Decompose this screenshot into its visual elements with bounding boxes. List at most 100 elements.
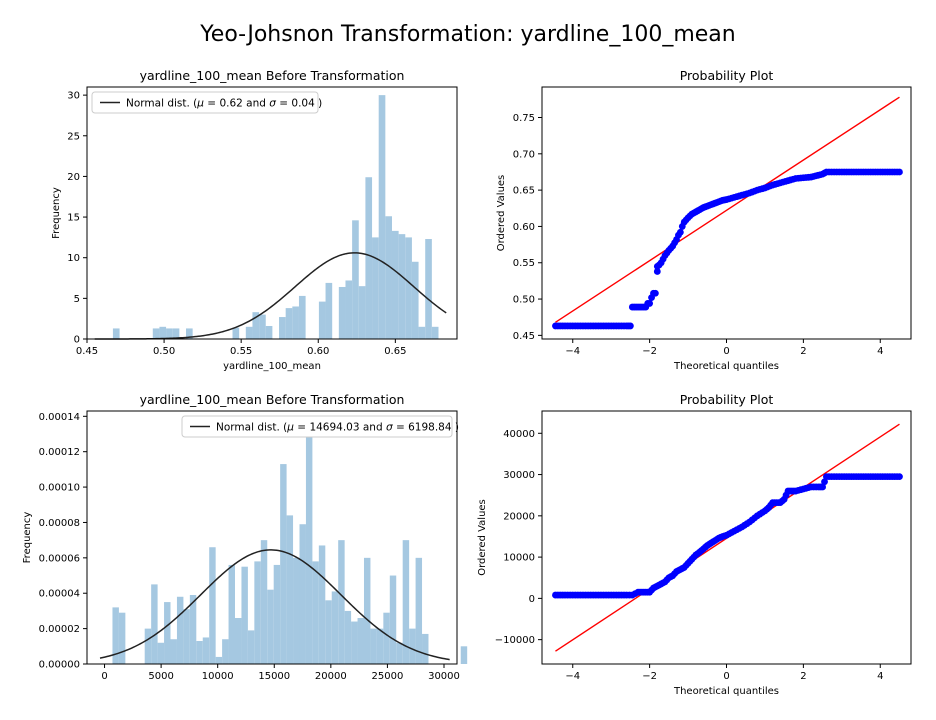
histogram-bar [358,286,366,339]
legend-label: Normal dist. (μ = 14694.03 and σ = 6198.… [216,422,459,434]
y-tick-label: 10 [67,253,80,264]
axes-frame [541,86,912,340]
y-tick-label: 40000 [503,429,535,440]
histogram-bar [215,656,223,664]
y-tick-label: 0.00004 [39,589,80,600]
axes-frame [86,86,458,340]
y-tick-label: 0.65 [513,186,535,197]
histogram-bar [241,566,248,664]
histogram-bar [273,564,281,664]
histogram-bar [398,234,406,339]
panel-title: Probability Plot [680,392,774,407]
x-tick-label: −2 [642,671,657,682]
y-tick-label: 30 [67,91,80,102]
y-axis-label: Frequency [51,187,62,239]
histogram-bar [186,328,193,339]
histogram-bar [159,326,167,339]
quantile-point [676,228,684,236]
histogram-before-panel: yardline_100_mean Before Transformation N… [51,68,458,372]
histogram-bar [344,610,352,664]
y-tick-label: 0.00014 [39,412,80,423]
histogram-bar [370,628,377,664]
x-tick-label: 0.55 [230,346,252,357]
histogram-bar [298,295,306,339]
histogram-bar [325,282,333,339]
quantile-points [552,168,903,330]
x-tick-label: 2 [800,346,806,357]
histogram-bar [285,308,293,339]
histogram-bar [112,328,120,339]
y-tick-label: 20000 [503,511,535,522]
histogram-bars [112,434,468,664]
quantile-points [552,473,903,599]
x-axis-ticks: −4 −2 0 2 4 [565,339,883,357]
histogram-bar [286,515,294,664]
histogram-bar [252,312,260,339]
histogram-bar [431,326,439,339]
histogram-bar [254,561,261,664]
histogram-bar [265,325,273,339]
histogram-bar [352,220,359,339]
quantile-point [653,268,661,275]
y-tick-label: 5 [74,294,80,305]
histogram-bar [196,641,203,664]
legend: Normal dist. (μ = 0.62 and σ = 0.04 ) [91,91,322,114]
histogram-bar [418,326,426,339]
y-axis-ticks: 0.00000 0.00002 0.00004 0.00006 0.00008 0.000… [39,412,87,671]
y-tick-label: 25 [67,131,80,142]
y-tick-label: 0.00006 [39,553,80,564]
histogram-bar [318,301,326,339]
histogram-bar [318,545,326,664]
histogram-bar [293,557,300,664]
histogram-bar [299,524,306,664]
x-tick-label: 4 [877,346,883,357]
histogram-bar [425,239,432,339]
y-axis-label: Ordered Values [477,499,488,576]
panel-title: yardline_100_mean Before Transformation [140,68,405,83]
y-tick-label: 0.45 [513,331,535,342]
y-axis-label: Frequency [22,512,33,564]
x-axis-label: Theoretical quantiles [673,361,779,372]
histogram-bar [402,540,410,664]
histogram-bar [170,639,177,664]
panel-title: yardline_100_mean Before Transformation [140,392,405,407]
x-tick-label: 4 [877,671,883,682]
y-tick-label: −10000 [495,635,535,646]
quantile-point [821,478,828,486]
histogram-bar [260,540,268,664]
fit-line [555,96,900,323]
histogram-bar [396,642,403,664]
histogram-bar [460,646,468,664]
histogram-bar [389,575,397,664]
histogram-bar [232,327,240,339]
probability-plot-after-panel: Probability Plot −4 −2 0 2 4 −10000 0 10000 20000… [477,392,912,697]
histogram-bar [383,612,390,664]
histogram-bar [385,216,392,339]
x-tick-label: 5000 [148,671,173,682]
histogram-bar [209,547,216,664]
y-tick-label: 0.00010 [39,483,80,494]
quantile-point [646,300,654,307]
quantile-point [896,168,903,176]
histogram-bar [351,621,358,664]
histogram-bar [166,328,173,339]
x-tick-label: 0.45 [76,346,98,357]
y-tick-label: 20 [67,172,80,183]
y-tick-label: 15 [67,213,80,224]
y-tick-label: 0.00008 [39,518,80,529]
histogram-bar [280,464,287,664]
histogram-bar [357,618,364,664]
probability-plot-before-panel: Probability Plot−4 −2 0 2 40.450.500.550.600… [496,68,912,372]
histogram-bar [202,637,210,664]
x-tick-label: 15000 [258,671,290,682]
x-axis-label: Theoretical quantiles [673,686,779,697]
histogram-bar [376,628,384,664]
legend-box [181,415,453,438]
histogram-bar [372,237,379,339]
histogram-bar [292,306,299,339]
histogram-bar [144,628,152,664]
x-tick-label: 20000 [315,671,347,682]
quantile-point [651,289,659,297]
histogram-bar [152,328,160,339]
histogram-bar [157,642,165,664]
